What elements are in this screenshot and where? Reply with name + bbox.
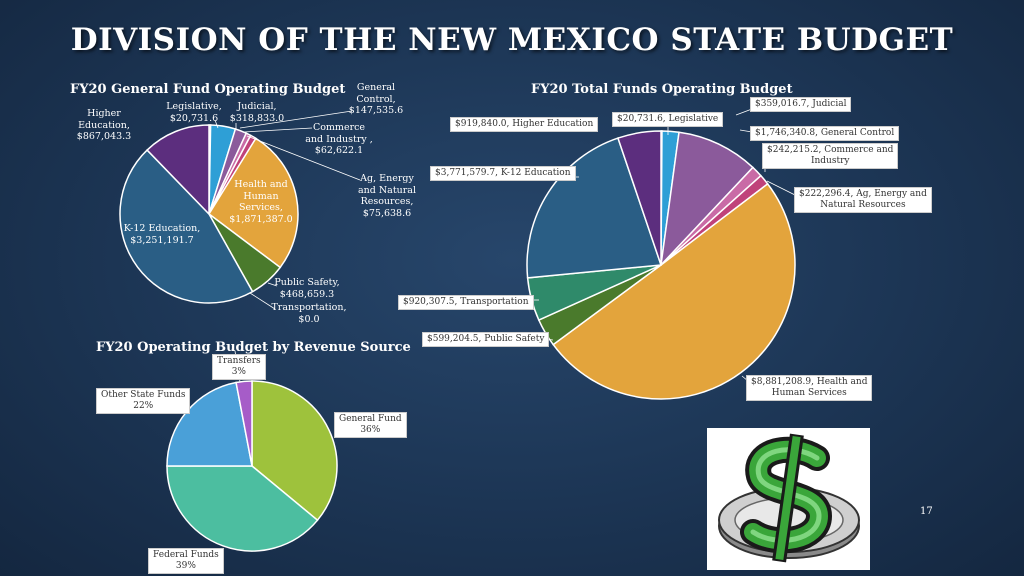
tf-label-k12: $3,771,579.7, K-12 Education: [430, 166, 576, 181]
gf-chart-title: FY20 General Fund Operating Budget: [70, 82, 346, 97]
gf-label-general-control: General Control, $147,535.6: [348, 82, 404, 116]
rev-label-other-state-funds: Other State Funds 22%: [96, 388, 191, 414]
gf-label-transportation: Transportation, $0.0: [271, 302, 347, 325]
dollar-coin-icon: [718, 433, 860, 563]
tf-label-judicial: $359,016.7, Judicial: [750, 97, 852, 112]
page-number: 17: [920, 506, 933, 517]
tf-label-transportation: $920,307.5, Transportation: [398, 295, 534, 310]
rev-label-transfers: Transfers 3%: [212, 354, 266, 380]
tf-label-legislative: $20,731.6, Legislative: [612, 112, 724, 127]
tf-slice-k12-education: [526, 137, 663, 279]
tf-slice-general-control: [659, 131, 754, 268]
gf-label-legislative: Legislative, $20,731.6: [166, 101, 222, 124]
gf-label-k12: K-12 Education, $3,251,191.7: [123, 223, 201, 246]
revenue-source-pie: [166, 380, 338, 552]
rev-label-general-fund: General Fund 36%: [334, 412, 407, 438]
tf-label-health: $8,881,208.9, Health and Human Services: [746, 375, 873, 401]
gf-label-commerce-industry: Commerce and Industry , $62,622.1: [305, 122, 373, 156]
tf-label-commerce-industry: $242,215.2, Commerce and Industry: [762, 143, 899, 169]
dollar-sign-logo: [707, 428, 870, 570]
tf-slice-health-human-services: [552, 182, 796, 400]
total-funds-pie: [526, 130, 796, 400]
tf-label-general-control: $1,746,340.8, General Control: [750, 126, 900, 141]
rev-slice-transfers: [235, 380, 253, 467]
gf-label-ag-energy: Ag, Energy and Natural Resources, $75,638.6: [357, 173, 417, 219]
gf-slice-k12-education: [119, 148, 254, 304]
gf-label-public-safety: Public Safety, $468,659.3: [274, 277, 340, 300]
rev-slice-federal-funds: [166, 465, 319, 552]
rev-slice-general-fund: [251, 380, 338, 522]
tf-chart-title: FY20 Total Funds Operating Budget: [531, 82, 793, 97]
gf-label-higher-education: Higher Education, $867,043.3: [76, 108, 132, 142]
gf-slice-health-human-services: [208, 137, 299, 269]
general-fund-pie: [119, 124, 299, 304]
tf-slice-higher-education: [617, 130, 662, 266]
page-title: DIVISION OF THE NEW MEXICO STATE BUDGET: [70, 22, 954, 58]
gf-slice-higher-education: [146, 124, 210, 216]
tf-label-public-safety: $599,204.5, Public Safety: [422, 332, 550, 347]
rev-chart-title: FY20 Operating Budget by Revenue Source: [96, 340, 411, 355]
tf-label-ag-energy: $222,296.4, Ag, Energy and Natural Resour…: [794, 187, 932, 213]
tf-label-higher-education: $919,840.0, Higher Education: [450, 117, 599, 132]
rev-label-federal-funds: Federal Funds 39%: [148, 548, 224, 574]
gf-label-judicial: Judicial, $318,833.0: [229, 101, 285, 124]
gf-label-health: Health and Human Services, $1,871,387.0: [229, 179, 293, 225]
